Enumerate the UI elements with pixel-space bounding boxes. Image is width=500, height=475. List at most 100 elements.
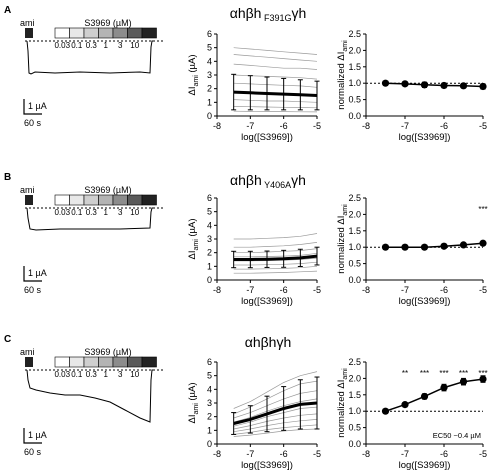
y-axis-label-subscript: ami (342, 368, 349, 380)
x-tick-label: -8 (213, 449, 221, 459)
scale-bar-time-label: 60 s (24, 118, 42, 128)
ami-label: ami (20, 18, 35, 28)
y-tick-label: 2.5 (348, 357, 361, 367)
chart-c-normalized: 0.0 0.5 1.0 1.5 2.0 2.5 -8 -7 -6 -5 log([S3969]) no… (336, 357, 488, 471)
data-point (479, 239, 487, 247)
concentration-label: S3969 (µM) (84, 185, 131, 195)
individual-cell-line (233, 419, 318, 433)
concentration-tick-label: 3 (118, 41, 123, 50)
concentration-tick-label: 3 (118, 370, 123, 379)
concentration-bar-segment (69, 356, 85, 368)
y-axis-label: ΔIami (µA) (187, 382, 200, 423)
concentration-bar-segment (83, 27, 99, 39)
concentration-label: S3969 (µM) (84, 18, 131, 28)
scale-bar (23, 99, 42, 115)
y-tick-label: 4 (207, 384, 212, 394)
y-tick-label: 5 (207, 43, 212, 53)
concentration-tick-label: 1 (104, 370, 109, 379)
concentration-tick-label: 0.03 (54, 208, 70, 217)
concentration-bar-segment (54, 194, 70, 206)
current-trace (26, 207, 155, 231)
concentration-tick-label: 1 (104, 41, 109, 50)
data-point (459, 378, 468, 386)
panel-letter: B (4, 172, 11, 183)
individual-cell-line (233, 398, 318, 423)
scale-bar-current-label: 1 µA (28, 101, 47, 111)
data-point (459, 241, 468, 249)
significance-marker: *** (439, 369, 448, 378)
y-tick-label: 1 (207, 97, 212, 107)
data-point (401, 401, 409, 409)
mean-line (233, 254, 318, 261)
panel-title-mutation: F391G (261, 13, 291, 23)
concentration-tick-label: 0.3 (86, 370, 98, 379)
concentration-tick-label: 0.1 (71, 41, 83, 50)
ami-bar (25, 28, 33, 38)
current-trace (26, 40, 155, 75)
x-tick-label: -7 (246, 121, 254, 131)
individual-cell-line (233, 82, 318, 88)
x-axis-label: log([S3969]) (241, 296, 293, 307)
individual-cell-line (233, 424, 318, 435)
data-point (479, 375, 487, 383)
ami-label: ami (20, 347, 35, 357)
y-tick-label: 2 (207, 412, 212, 422)
individual-cell-line (233, 390, 318, 419)
individual-cell-line (233, 99, 318, 103)
individual-cell-line (233, 242, 318, 248)
x-tick-label: -7 (246, 285, 254, 295)
individual-cell-line (233, 47, 318, 55)
x-tick-label: -8 (213, 121, 221, 131)
panel-title: αhβh F391Gγh (230, 5, 307, 23)
panel-title-end: γh (291, 172, 306, 188)
individual-cell-line (233, 252, 318, 258)
x-tick-label: -5 (479, 285, 487, 295)
data-point (440, 383, 448, 392)
data-point (459, 82, 468, 90)
ami-bar (25, 357, 33, 367)
individual-cell-line (233, 74, 318, 80)
x-axis-label: log([S3969]) (241, 132, 293, 143)
concentration-tick-label: 10 (130, 208, 139, 217)
x-tick-label: -5 (479, 449, 487, 459)
concentration-bar-segment (112, 356, 128, 368)
panel-title-mutation: Y406A (262, 180, 291, 190)
y-axis-label-main: ΔI (187, 87, 198, 96)
y-tick-label: 2 (207, 84, 212, 94)
scale-bar-current-label: 1 µA (28, 268, 47, 278)
individual-cell-line (233, 248, 318, 254)
individual-cell-line (233, 63, 318, 70)
concentration-bar-segment (83, 194, 99, 206)
y-tick-label: 3 (207, 234, 212, 244)
chart-b-normalized: 0.0 0.5 1.0 1.5 2.0 2.5 -8 -7 -6 -5 log([S3969]) no… (336, 193, 488, 307)
individual-cell-line (233, 110, 318, 113)
y-tick-label: 1.5 (348, 390, 361, 400)
data-point (381, 79, 390, 87)
individual-cell-line (233, 380, 318, 415)
y-tick-label: 0.5 (348, 95, 361, 105)
concentration-bar-segment (54, 27, 70, 39)
x-tick-label: -6 (280, 285, 288, 295)
individual-cell-line (233, 406, 318, 427)
x-tick-label: -7 (401, 285, 409, 295)
scale-bar-current-label: 1 µA (28, 430, 47, 440)
x-tick-label: -5 (313, 449, 321, 459)
y-tick-label: 5 (207, 207, 212, 217)
ec50-annotation: EC50 ~0.4 µM (433, 431, 481, 440)
scale-bar (23, 266, 42, 282)
x-tick-label: -5 (313, 121, 321, 131)
y-tick-label: 0.0 (348, 275, 361, 285)
concentration-bar-segment (98, 356, 114, 368)
concentration-bar-segment (69, 27, 85, 39)
panel-letter: A (4, 5, 11, 16)
x-tick-label: -8 (362, 449, 370, 459)
current-trace (26, 369, 155, 423)
concentration-bar-segment (98, 194, 114, 206)
concentration-tick-label: 0.03 (54, 41, 70, 50)
concentration-bar-segment (54, 356, 70, 368)
panel-title: αhβh Y406Aγh (230, 172, 306, 190)
x-tick-label: -8 (362, 121, 370, 131)
mean-line (233, 401, 318, 425)
y-tick-label: 2.0 (348, 45, 361, 55)
